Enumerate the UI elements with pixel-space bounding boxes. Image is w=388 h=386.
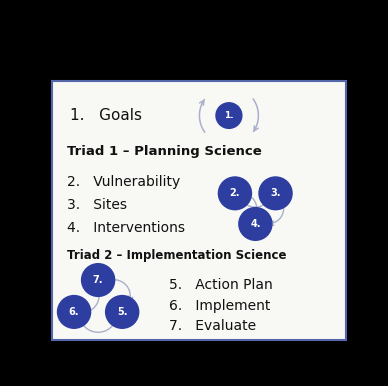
- Text: 2.   Vulnerability: 2. Vulnerability: [67, 175, 180, 189]
- Circle shape: [216, 103, 242, 128]
- Circle shape: [218, 177, 251, 210]
- Text: 1.   Goals: 1. Goals: [69, 108, 142, 123]
- Circle shape: [81, 264, 115, 296]
- Circle shape: [259, 177, 292, 210]
- Text: 5.: 5.: [117, 307, 127, 317]
- Text: 4.: 4.: [250, 219, 261, 229]
- Text: 7.   Evaluate: 7. Evaluate: [169, 319, 256, 333]
- Circle shape: [57, 296, 91, 328]
- FancyBboxPatch shape: [52, 81, 346, 340]
- Text: 3.   Sites: 3. Sites: [67, 198, 126, 212]
- Text: 4.   Interventions: 4. Interventions: [67, 221, 185, 235]
- Text: 5.   Action Plan: 5. Action Plan: [169, 278, 272, 292]
- Text: 1.: 1.: [224, 111, 234, 120]
- Circle shape: [106, 296, 139, 328]
- Text: Triad 1 – Planning Science: Triad 1 – Planning Science: [67, 145, 261, 158]
- Text: 6.: 6.: [69, 307, 79, 317]
- Text: 2.: 2.: [230, 188, 240, 198]
- Circle shape: [239, 208, 272, 240]
- Text: 7.: 7.: [93, 275, 103, 285]
- Text: 6.   Implement: 6. Implement: [169, 298, 270, 313]
- Text: 3.: 3.: [270, 188, 281, 198]
- Text: Triad 2 – Implementation Science: Triad 2 – Implementation Science: [67, 249, 286, 262]
